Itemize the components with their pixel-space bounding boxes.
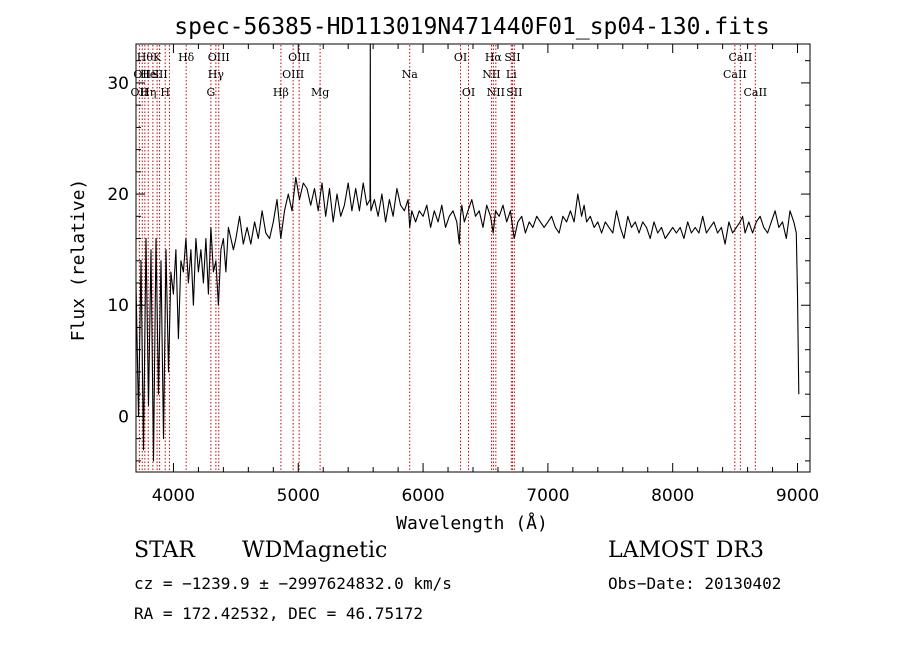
x-tick-label: 6000 (401, 486, 444, 506)
spectral-line-label: He (140, 68, 156, 81)
spectral-line-label: Hβ (273, 86, 289, 99)
spectral-line-label: OIII (288, 51, 310, 64)
spectral-line-label: CaII (723, 68, 747, 81)
spectral-line-label: G (206, 86, 215, 99)
spectral-line-label: Hθ (137, 51, 154, 64)
x-tick-label: 5000 (277, 486, 320, 506)
spectral-line-label: OIII (282, 68, 304, 81)
spectral-line-label: OI (454, 51, 467, 64)
survey-name: LAMOST DR3 (608, 538, 764, 563)
spectral-line-label: Mg (311, 86, 329, 99)
ra-dec-coordinates: RA = 172.42532, DEC = 46.75172 (134, 604, 423, 623)
observation-date: Obs−Date: 20130402 (608, 574, 782, 593)
chart-title: spec-56385-HD113019N471440F01_sp04-130.f… (174, 14, 769, 40)
spectral-line-label: OIII (208, 51, 230, 64)
spectral-line-label: Hα (485, 51, 503, 64)
spectral-line-label: OI (462, 86, 475, 99)
y-tick-label: 10 (107, 296, 129, 316)
spectral-line-label: SII (504, 51, 520, 64)
spectral-line-label: Hδ (178, 51, 195, 64)
spectral-line-label: OII (131, 86, 149, 99)
x-axis-label: Wavelength (Å) (396, 512, 548, 534)
x-tick-label: 9000 (776, 486, 819, 506)
spectral-line-label: I (155, 68, 159, 81)
spectral-line-label: CaII (729, 51, 753, 64)
y-tick-label: 0 (118, 407, 129, 427)
spectral-line-label: NII (487, 86, 505, 99)
spectral-line-label: NII (482, 68, 500, 81)
spectral-line-label: Li (506, 68, 517, 81)
spectrum-series-line (135, 43, 800, 462)
spectral-line-label: OII (133, 68, 151, 81)
spectral-line-labels-layer: OIIOIIHθHeHηKISIIHHδGHγOIIIHβOIIIOIIIMgN… (131, 51, 768, 99)
object-subclass: WDMagnetic (242, 538, 388, 563)
spectral-line-label: CaII (743, 86, 767, 99)
x-tick-label: 8000 (651, 486, 694, 506)
spectral-line-label: Hη (140, 86, 156, 99)
spectral-line-label: K (153, 51, 162, 64)
plot-frame (135, 43, 811, 473)
spectral-line-label: SII (506, 86, 522, 99)
x-tick-label: 7000 (526, 486, 569, 506)
y-tick-label: 20 (107, 185, 129, 205)
spectral-line-label: SII (151, 68, 167, 81)
y-axis-label: Flux (relative) (68, 179, 89, 342)
spectral-line-label: Na (402, 68, 419, 81)
spectral-lines-layer (138, 45, 756, 471)
redshift-velocity: cz = −1239.9 ± −2997624832.0 km/s (134, 574, 452, 593)
spectral-line-label: H (160, 86, 170, 99)
x-tick-label: 4000 (152, 486, 195, 506)
y-tick-label: 30 (107, 74, 129, 94)
object-class: STAR (134, 538, 195, 563)
axes-layer: 4000 5000 6000 7000 8000 9000 0 10 20 30 (107, 44, 819, 506)
spectral-line-label: Hγ (208, 68, 225, 81)
